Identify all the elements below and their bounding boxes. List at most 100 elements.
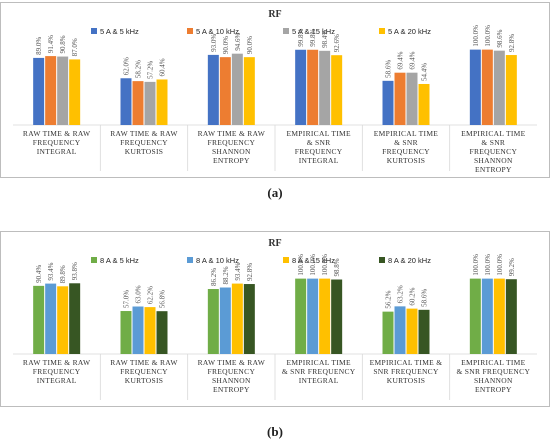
- category-label-b-5: & SNR FREQUENCY: [456, 367, 530, 376]
- category-label-b-5: EMPIRICAL TIME: [461, 358, 526, 367]
- category-label-a-4: KURTOSIS: [387, 156, 426, 165]
- data-label-a-cat4-s0: 58.6%: [385, 60, 393, 78]
- legend-label-a-3: 5 A & 20 kHz: [388, 27, 431, 36]
- data-label-a-cat5-s1: 100.0%: [484, 25, 492, 47]
- category-label-b-2: SHANNON: [212, 376, 251, 385]
- legend-swatch-a-2: [283, 28, 289, 34]
- subfigure-label-b: (b): [267, 424, 283, 439]
- data-label-b-cat1-s2: 62.2%: [147, 286, 155, 304]
- category-label-a-3: & SNR: [307, 138, 331, 147]
- bar-b-cat0-s1: [45, 283, 57, 354]
- category-label-b-3: INTEGRAL: [299, 376, 339, 385]
- data-label-a-cat3-s0: 99.8%: [297, 29, 305, 47]
- chart-title-b: RF: [268, 238, 281, 249]
- chart-panel-a: RF 5 A & 5 kHz 5 A & 10 kHz 5 A & 15 kHz 5 A…: [0, 2, 550, 178]
- data-label-b-cat0-s3: 93.8%: [71, 262, 79, 280]
- category-label-a-0: FREQUENCY: [33, 138, 81, 147]
- legend-swatch-a-0: [91, 28, 97, 34]
- bar-chart-a: RF 5 A & 5 kHz 5 A & 10 kHz 5 A & 15 kHz 5 A…: [13, 9, 537, 174]
- bar-a-cat3-s3: [331, 55, 343, 125]
- bar-a-cat1-s1: [132, 81, 144, 125]
- data-label-a-cat2-s2: 94.6%: [234, 32, 242, 50]
- data-label-b-cat1-s0: 57.0%: [123, 290, 131, 308]
- bar-a-cat2-s2: [231, 53, 243, 125]
- bar-a-cat2-s3: [243, 57, 255, 125]
- data-label-a-cat2-s1: 90.0%: [222, 36, 230, 54]
- data-label-b-cat4-s3: 58.6%: [421, 289, 429, 307]
- legend-swatch-a-1: [187, 28, 193, 34]
- data-label-b-cat2-s1: 88.2%: [222, 266, 230, 284]
- data-label-a-cat1-s1: 58.2%: [135, 60, 143, 78]
- bar-a-cat0-s3: [69, 59, 81, 125]
- legend-label-a-0: 5 A & 5 kHz: [100, 27, 139, 36]
- category-label-a-3: INTEGRAL: [299, 156, 339, 165]
- data-label-a-cat4-s2: 69.4%: [409, 51, 417, 69]
- data-label-b-cat3-s0: 100.0%: [297, 254, 305, 276]
- data-label-a-cat4-s3: 54.4%: [421, 63, 429, 81]
- bar-a-cat0-s2: [57, 56, 69, 126]
- data-label-a-cat5-s2: 98.6%: [496, 29, 504, 47]
- data-label-b-cat5-s1: 100.0%: [484, 254, 492, 276]
- bar-a-cat4-s3: [418, 83, 430, 125]
- category-label-b-4: KURTOSIS: [387, 376, 426, 385]
- category-label-b-4: SNR FREQUENCY: [373, 367, 439, 376]
- bar-b-cat1-s2: [144, 307, 156, 354]
- data-label-b-cat1-s3: 56.8%: [159, 290, 167, 308]
- category-label-b-2: FREQUENCY: [207, 367, 255, 376]
- legend-label-b-2: 8 A & 15 kHz: [292, 256, 335, 265]
- legend-swatch-a-3: [379, 28, 385, 34]
- bar-b-cat5-s3: [505, 279, 517, 354]
- bar-a-cat4-s2: [406, 72, 418, 125]
- data-label-b-cat4-s1: 63.2%: [397, 285, 405, 303]
- bar-b-cat4-s2: [406, 308, 418, 354]
- data-label-a-cat3-s1: 99.8%: [309, 29, 317, 47]
- data-label-a-cat1-s3: 60.4%: [159, 58, 167, 76]
- legend-label-b-0: 8 A & 5 kHz: [100, 256, 139, 265]
- bar-b-cat2-s1: [219, 287, 231, 354]
- category-label-a-5: FREQUENCY: [469, 147, 517, 156]
- bar-b-cat3-s1: [307, 278, 319, 354]
- chart-title-a: RF: [268, 9, 281, 20]
- bar-b-cat0-s2: [57, 286, 69, 354]
- category-label-a-2: SHANNON: [212, 147, 251, 156]
- data-label-b-cat0-s2: 89.8%: [59, 265, 67, 283]
- bar-a-cat2-s0: [207, 54, 219, 126]
- category-label-b-5: SHANNON: [474, 376, 513, 385]
- bar-b-cat4-s1: [394, 306, 406, 354]
- legend-swatch-b-2: [283, 257, 289, 263]
- bar-a-cat4-s0: [382, 80, 394, 125]
- category-label-a-4: & SNR: [394, 138, 418, 147]
- category-label-b-2: ENTROPY: [213, 385, 250, 394]
- category-label-b-1: RAW TIME & RAW: [110, 358, 178, 367]
- data-label-a-cat5-s3: 92.8%: [508, 34, 516, 52]
- bar-b-cat3-s0: [295, 278, 307, 354]
- category-label-b-0: RAW TIME & RAW: [23, 358, 91, 367]
- data-label-a-cat0-s0: 89.0%: [35, 37, 43, 55]
- category-label-a-5: & SNR: [481, 138, 505, 147]
- bar-b-cat2-s2: [231, 283, 243, 354]
- data-label-b-cat2-s2: 93.4%: [234, 262, 242, 280]
- bar-a-cat3-s0: [295, 49, 307, 125]
- bar-a-cat4-s1: [394, 72, 406, 125]
- subfigure-label-a: (a): [267, 185, 283, 200]
- bar-a-cat5-s2: [493, 50, 505, 125]
- bar-a-cat0-s0: [33, 57, 45, 125]
- category-label-a-0: INTEGRAL: [37, 147, 77, 156]
- category-label-a-2: FREQUENCY: [207, 138, 255, 147]
- data-label-b-cat5-s0: 100.0%: [472, 254, 480, 276]
- legend-swatch-b-1: [187, 257, 193, 263]
- bar-b-cat2-s0: [207, 289, 219, 354]
- bar-b-cat5-s1: [481, 278, 493, 354]
- category-label-b-2: RAW TIME & RAW: [198, 358, 266, 367]
- category-label-b-0: FREQUENCY: [33, 367, 81, 376]
- data-label-b-cat3-s1: 100.0%: [309, 254, 317, 276]
- category-label-b-3: EMPIRICAL TIME: [286, 358, 351, 367]
- bar-b-cat1-s3: [156, 311, 168, 354]
- bar-a-cat1-s3: [156, 79, 168, 125]
- category-label-a-3: EMPIRICAL TIME: [286, 129, 351, 138]
- data-label-b-cat2-s0: 86.2%: [210, 268, 218, 286]
- bar-b-cat5-s0: [469, 278, 481, 354]
- bar-a-cat2-s1: [219, 57, 231, 125]
- data-label-b-cat4-s2: 60.2%: [409, 287, 417, 305]
- data-label-b-cat1-s1: 63.0%: [135, 285, 143, 303]
